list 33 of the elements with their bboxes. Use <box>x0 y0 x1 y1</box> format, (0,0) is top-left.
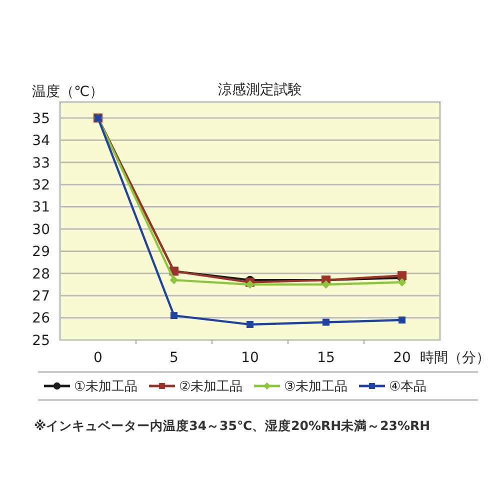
legend-label: ③未加工品 <box>284 380 348 395</box>
chart-title: 涼感測定試験 <box>218 82 302 98</box>
legend-label: ②未加工品 <box>179 380 243 395</box>
x-tick-label: 5 <box>170 350 178 366</box>
y-tick-label: 27 <box>32 288 50 304</box>
point <box>398 278 406 286</box>
y-tick-label: 33 <box>32 155 50 172</box>
point <box>246 320 254 328</box>
y-tick-label: 31 <box>32 200 50 216</box>
y-tick-label: 28 <box>32 266 50 282</box>
y-tick-label: 35 <box>32 110 50 127</box>
x-tick-label: 10 <box>241 350 259 366</box>
point <box>398 316 406 324</box>
y-tick-label: 34 <box>32 133 50 150</box>
x-axis-title: 時間（分） <box>420 350 490 366</box>
y-tick-label: 30 <box>32 222 50 238</box>
legend-label: ④本品 <box>389 380 427 395</box>
x-tick-label: 0 <box>94 350 102 366</box>
y-tick-label: 25 <box>32 332 50 349</box>
point <box>322 280 330 289</box>
y-tick-label: 26 <box>32 310 50 327</box>
point <box>170 276 178 284</box>
y-tick-label: 32 <box>32 178 50 194</box>
point <box>170 312 178 320</box>
text: ※インキュベーター内温度34～35℃、湿度20%RH未満～23%RH <box>34 418 430 433</box>
legend-label: ①未加工品 <box>74 380 138 395</box>
point <box>398 271 406 280</box>
x-tick-label: 15 <box>317 350 335 366</box>
y-tick-label: 29 <box>32 244 50 260</box>
x-tick-label: 20 <box>393 350 411 366</box>
y-axis-title: 温度（℃） <box>32 84 104 100</box>
point <box>322 318 330 326</box>
point <box>246 280 254 289</box>
